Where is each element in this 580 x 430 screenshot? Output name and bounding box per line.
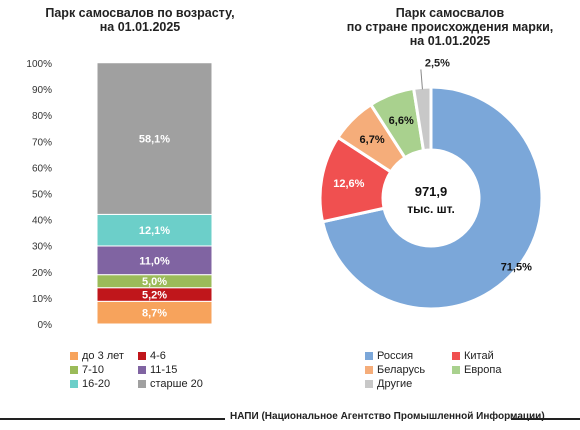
bar-data-label: 8,7% — [142, 308, 167, 320]
y-tick-label: 30% — [32, 242, 52, 253]
legend-swatch — [365, 352, 373, 360]
legend-swatch — [70, 380, 78, 388]
legend-item: до 3 лет — [70, 350, 124, 362]
legend-swatch — [70, 352, 78, 360]
legend-label: Китай — [464, 350, 494, 362]
pie-data-label: 71,5% — [501, 262, 532, 274]
y-tick-label: 40% — [32, 216, 52, 227]
legend-swatch — [365, 366, 373, 374]
legend-item: Европа — [452, 364, 502, 376]
legend-label: до 3 лет — [82, 350, 124, 362]
y-tick-label: 0% — [38, 320, 53, 331]
age-chart-title-line: Парк самосвалов по возрасту, — [45, 6, 235, 20]
pie-data-label: 2,5% — [425, 57, 450, 69]
legend-swatch — [138, 352, 146, 360]
footer-line-left — [0, 418, 225, 420]
donut-center-value: 971,9 — [415, 184, 448, 199]
legend-label: 16-20 — [82, 378, 111, 390]
origin-legend: Россия Китай Беларусь Европа Другие — [365, 350, 565, 400]
pie-data-label: 6,7% — [360, 134, 385, 146]
legend-label: Беларусь — [377, 364, 426, 376]
pie-data-label: 12,6% — [333, 178, 364, 190]
origin-chart-title: Парк самосвалов по стране происхождения м… — [320, 6, 580, 48]
bar-data-label: 11,0% — [139, 255, 170, 267]
legend-label: 7-10 — [82, 364, 105, 376]
bar-segment — [96, 245, 213, 276]
legend-swatch — [452, 366, 460, 374]
origin-donut-chart: 71,5% 12,6% 6,7% 6,6% 2,5% 971,9 тыс. шт. — [318, 57, 544, 311]
legend-label: старше 20 — [150, 378, 203, 390]
legend-item: 11-15 — [138, 364, 177, 376]
footer-source: НАПИ (Национальное Агентство Промышленно… — [230, 411, 545, 422]
origin-chart-title-line: Парк самосвалов — [395, 6, 505, 20]
age-legend: до 3 лет 4-6 7-10 11-15 16-20 старше 20 — [70, 350, 270, 400]
legend-item: 16-20 — [70, 378, 110, 390]
y-tick-label: 10% — [32, 294, 52, 305]
legend-item: Китай — [452, 350, 494, 362]
legend-item: 4-6 — [138, 350, 166, 362]
y-tick-label: 90% — [32, 85, 52, 96]
legend-label: Россия — [377, 350, 414, 362]
legend-item: Россия — [365, 350, 413, 362]
legend-swatch — [138, 380, 146, 388]
age-chart-title-line: на 01.01.2025 — [99, 20, 181, 34]
y-tick-label: 20% — [32, 268, 52, 279]
legend-item: Другие — [365, 378, 412, 390]
legend-item: 7-10 — [70, 364, 104, 376]
legend-label: 11-15 — [150, 364, 178, 376]
donut-center-unit: тыс. шт. — [407, 202, 455, 216]
origin-chart-title-line: по стране происхождения марки, — [346, 20, 554, 34]
legend-label: Европа — [464, 364, 502, 376]
pie-leader-line — [420, 69, 423, 90]
legend-label: Другие — [377, 378, 413, 390]
legend-item: старше 20 — [138, 378, 203, 390]
bar-data-label: 5,0% — [142, 276, 167, 288]
origin-chart-title-line: на 01.01.2025 — [409, 34, 491, 48]
legend-swatch — [452, 352, 460, 360]
bar-segment — [96, 62, 213, 215]
y-tick-label: 50% — [32, 190, 52, 201]
legend-swatch — [365, 380, 373, 388]
pie-data-label: 6,6% — [389, 115, 414, 127]
y-tick-label: 100% — [26, 59, 52, 70]
bar-data-label: 12,1% — [139, 225, 170, 237]
legend-item: Беларусь — [365, 364, 425, 376]
footer-line-right — [511, 418, 580, 420]
legend-swatch — [138, 366, 146, 374]
bar-data-label: 58,1% — [139, 134, 170, 146]
pie-slice — [320, 85, 544, 311]
legend-swatch — [70, 366, 78, 374]
age-stacked-bar-chart: 0% 10% 20% 30% 40% 50% 60% 70% 80% 90% 100% 8,7% 5,2… — [26, 59, 213, 331]
age-chart-title: Парк самосвалов по возрасту, на 01.01.202… — [20, 6, 260, 34]
bar-data-label: 5,2% — [142, 290, 167, 302]
legend-label: 4-6 — [150, 350, 166, 362]
y-tick-label: 70% — [32, 137, 52, 148]
pie-slice — [411, 85, 433, 153]
y-tick-label: 60% — [32, 163, 52, 174]
bar-segment — [96, 213, 213, 247]
y-tick-label: 80% — [32, 111, 52, 122]
